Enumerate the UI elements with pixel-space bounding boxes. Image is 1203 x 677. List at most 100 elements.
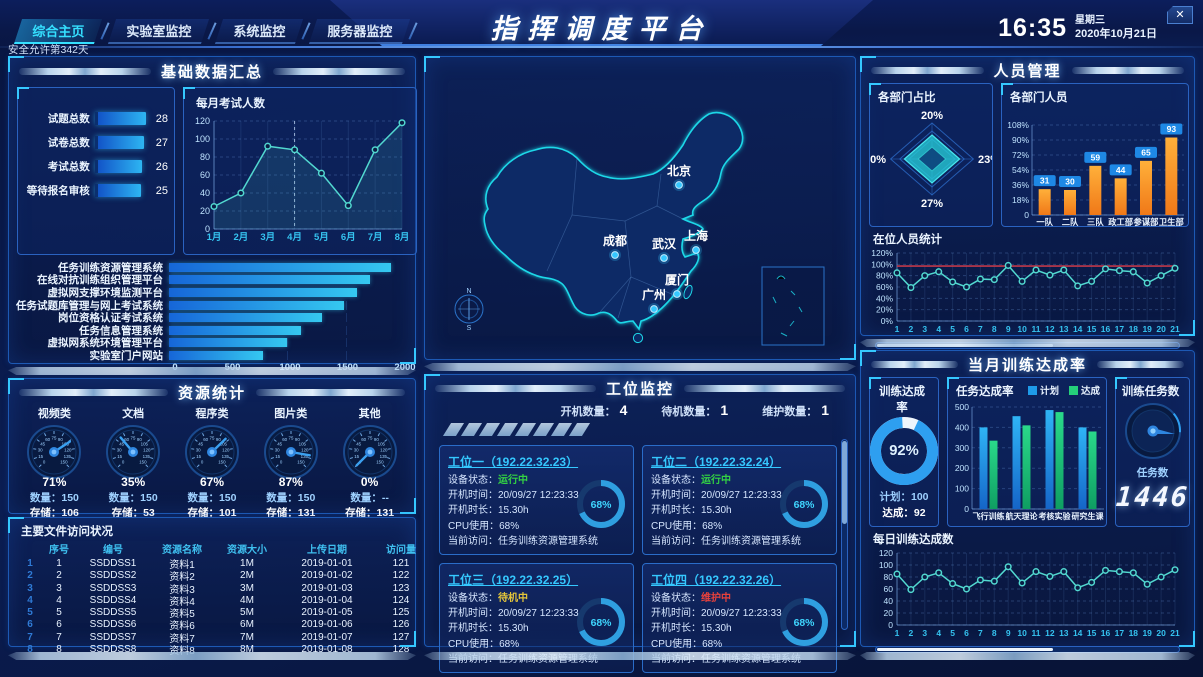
svg-text:68%: 68% [794,618,815,629]
svg-text:40%: 40% [876,293,893,303]
svg-text:105: 105 [377,441,385,446]
stations-scrollbar[interactable] [841,439,848,630]
svg-text:90: 90 [216,437,221,442]
svg-text:135: 135 [64,454,72,459]
tab-1[interactable]: 实验室监控 [107,18,210,44]
head-deco-left [871,66,984,74]
trim-center-mid [424,363,856,371]
head-deco-right [684,384,846,392]
svg-text:150: 150 [61,459,69,464]
stat-bar [94,184,150,197]
file-access-title: 主要文件访问状况 [21,526,113,538]
svg-text:17: 17 [1115,324,1125,334]
panel-personnel: 人员管理 各部门占比 20% 23% 27% 30% 各部门人员 0 18% 3… [860,56,1195,349]
svg-text:0: 0 [205,224,210,234]
svg-text:0: 0 [43,459,46,464]
panel-stations: 工位监控 开机数量： 4 待机数量： 1 维护数量： 1 工位一（192.22.32.23… [424,374,856,673]
svg-text:90%: 90% [1012,135,1029,145]
svg-text:2: 2 [909,324,914,334]
stat-label: 等待报名审核 [26,185,90,197]
svg-text:30: 30 [353,447,358,452]
table-row: 3 3 SSDDSS3 资料3 3M 2019-01-03 123 [27,582,410,596]
daily-title: 每日训练达成数 [873,534,954,546]
daily-scrollbar[interactable] [875,646,1180,653]
svg-text:13: 13 [1059,324,1069,334]
visit-bar-row: 任务试题库管理与网上考试系统 [11,299,405,312]
svg-text:厦门: 厦门 [665,272,689,287]
svg-text:45: 45 [277,441,282,446]
svg-text:100: 100 [955,484,969,494]
svg-text:135: 135 [143,454,151,459]
svg-text:40: 40 [884,596,894,606]
head-deco-right [256,388,406,396]
trim-right-bottom [860,652,1195,660]
svg-text:150: 150 [139,459,147,464]
monthly-exam-chart: 0 20 40 60 80 100 120 1月 2月 3月 4月 5月 6月 7月 8月 [188,113,412,252]
svg-text:1: 1 [895,628,900,638]
close-button[interactable]: ✕ [1167,6,1193,24]
visit-bar-row: 实验室门户网站 [11,349,405,362]
svg-text:9: 9 [1006,324,1011,334]
svg-text:10: 10 [1017,628,1027,638]
train-rate-box: 训练达成率 92% 计划：100 达成：92 [869,377,939,527]
svg-text:9: 9 [1006,628,1011,638]
svg-text:16: 16 [1101,324,1111,334]
table-row: 7 7 SSDDSS7 资料7 7M 2019-01-07 127 [27,631,410,645]
train-rate-donut: 92% [870,417,938,490]
station-card-title: 工位二（192.22.32.24） [651,455,782,469]
svg-text:93: 93 [1167,124,1177,134]
stat-bar [94,136,150,149]
svg-text:120: 120 [380,447,388,452]
city-marker: 厦门 [665,272,689,300]
clock: 16:35 星期三 2020年10月21日 [998,14,1157,43]
station-stat: 待机数量： 1 [661,401,729,418]
total-stat-row: 考试总数 26 [24,159,168,174]
station-card-title: 工位四（192.22.32.26） [651,573,782,587]
svg-text:31: 31 [1040,176,1050,186]
stripes-deco [442,423,591,436]
scrollbar-thumb[interactable] [842,441,847,525]
sea-inset [761,266,825,346]
head-deco-right [273,67,406,75]
svg-text:15: 15 [275,454,280,459]
svg-text:14: 14 [1073,628,1083,638]
page-title: 指挥调度平台 [490,14,713,44]
svg-text:300: 300 [955,443,969,453]
svg-text:135: 135 [379,454,387,459]
table-row: 4 4 SSDDSS4 资料4 4M 2019-01-04 124 [27,594,410,608]
svg-text:北京: 北京 [667,163,691,178]
china-map: N S 北京 上海 成都 武汉 厦门 广州 [425,57,855,359]
tab-0[interactable]: 综合主页 [13,18,103,44]
svg-text:5: 5 [950,628,955,638]
svg-text:90: 90 [373,437,378,442]
svg-text:16: 16 [1101,628,1111,638]
svg-text:60: 60 [282,437,287,442]
visit-bar-row: 任务训练资源管理系统 [11,261,405,274]
svg-text:18%: 18% [1012,195,1029,205]
tab-2[interactable]: 系统监控 [214,18,304,44]
head-deco-left [19,388,168,396]
svg-text:75: 75 [288,436,293,441]
city-marker: 北京 [667,163,691,191]
svg-text:6: 6 [964,628,969,638]
task-rate-legend: 计划 达成 [1027,383,1100,397]
svg-text:8: 8 [992,324,997,334]
panel-file-access: 主要文件访问状况 序号 编号 资源名称 资源大小 上传日期 访问量 1 1 SSDDSS1 资料1… [8,517,416,657]
svg-text:92%: 92% [889,443,919,459]
trim-left-mid [8,367,416,375]
daily-chart: 0 20 40 60 80 100 120 1 2 3 4 5 6 7 8 9 10 11 12 13 14 15 16 17… [861,547,1194,644]
scrollbar-thumb[interactable] [877,648,1053,651]
svg-text:21: 21 [1170,628,1180,638]
head-deco-right [1097,360,1185,368]
resource-gauge: 程序类 0 15 30 45 60 75 90 105 120 135 150 67% 数量：150… [184,408,239,519]
task-count-gauge [1116,401,1189,466]
task-count-value: 1446 [1114,481,1191,513]
task-rate-title: 任务达成率 [956,386,1014,398]
svg-text:100: 100 [879,560,893,570]
svg-text:4: 4 [936,628,941,638]
svg-text:75: 75 [52,436,57,441]
tab-3[interactable]: 服务器监控 [308,18,411,44]
svg-text:90: 90 [58,437,63,442]
task-count-title: 训练任务数 [1121,386,1180,398]
